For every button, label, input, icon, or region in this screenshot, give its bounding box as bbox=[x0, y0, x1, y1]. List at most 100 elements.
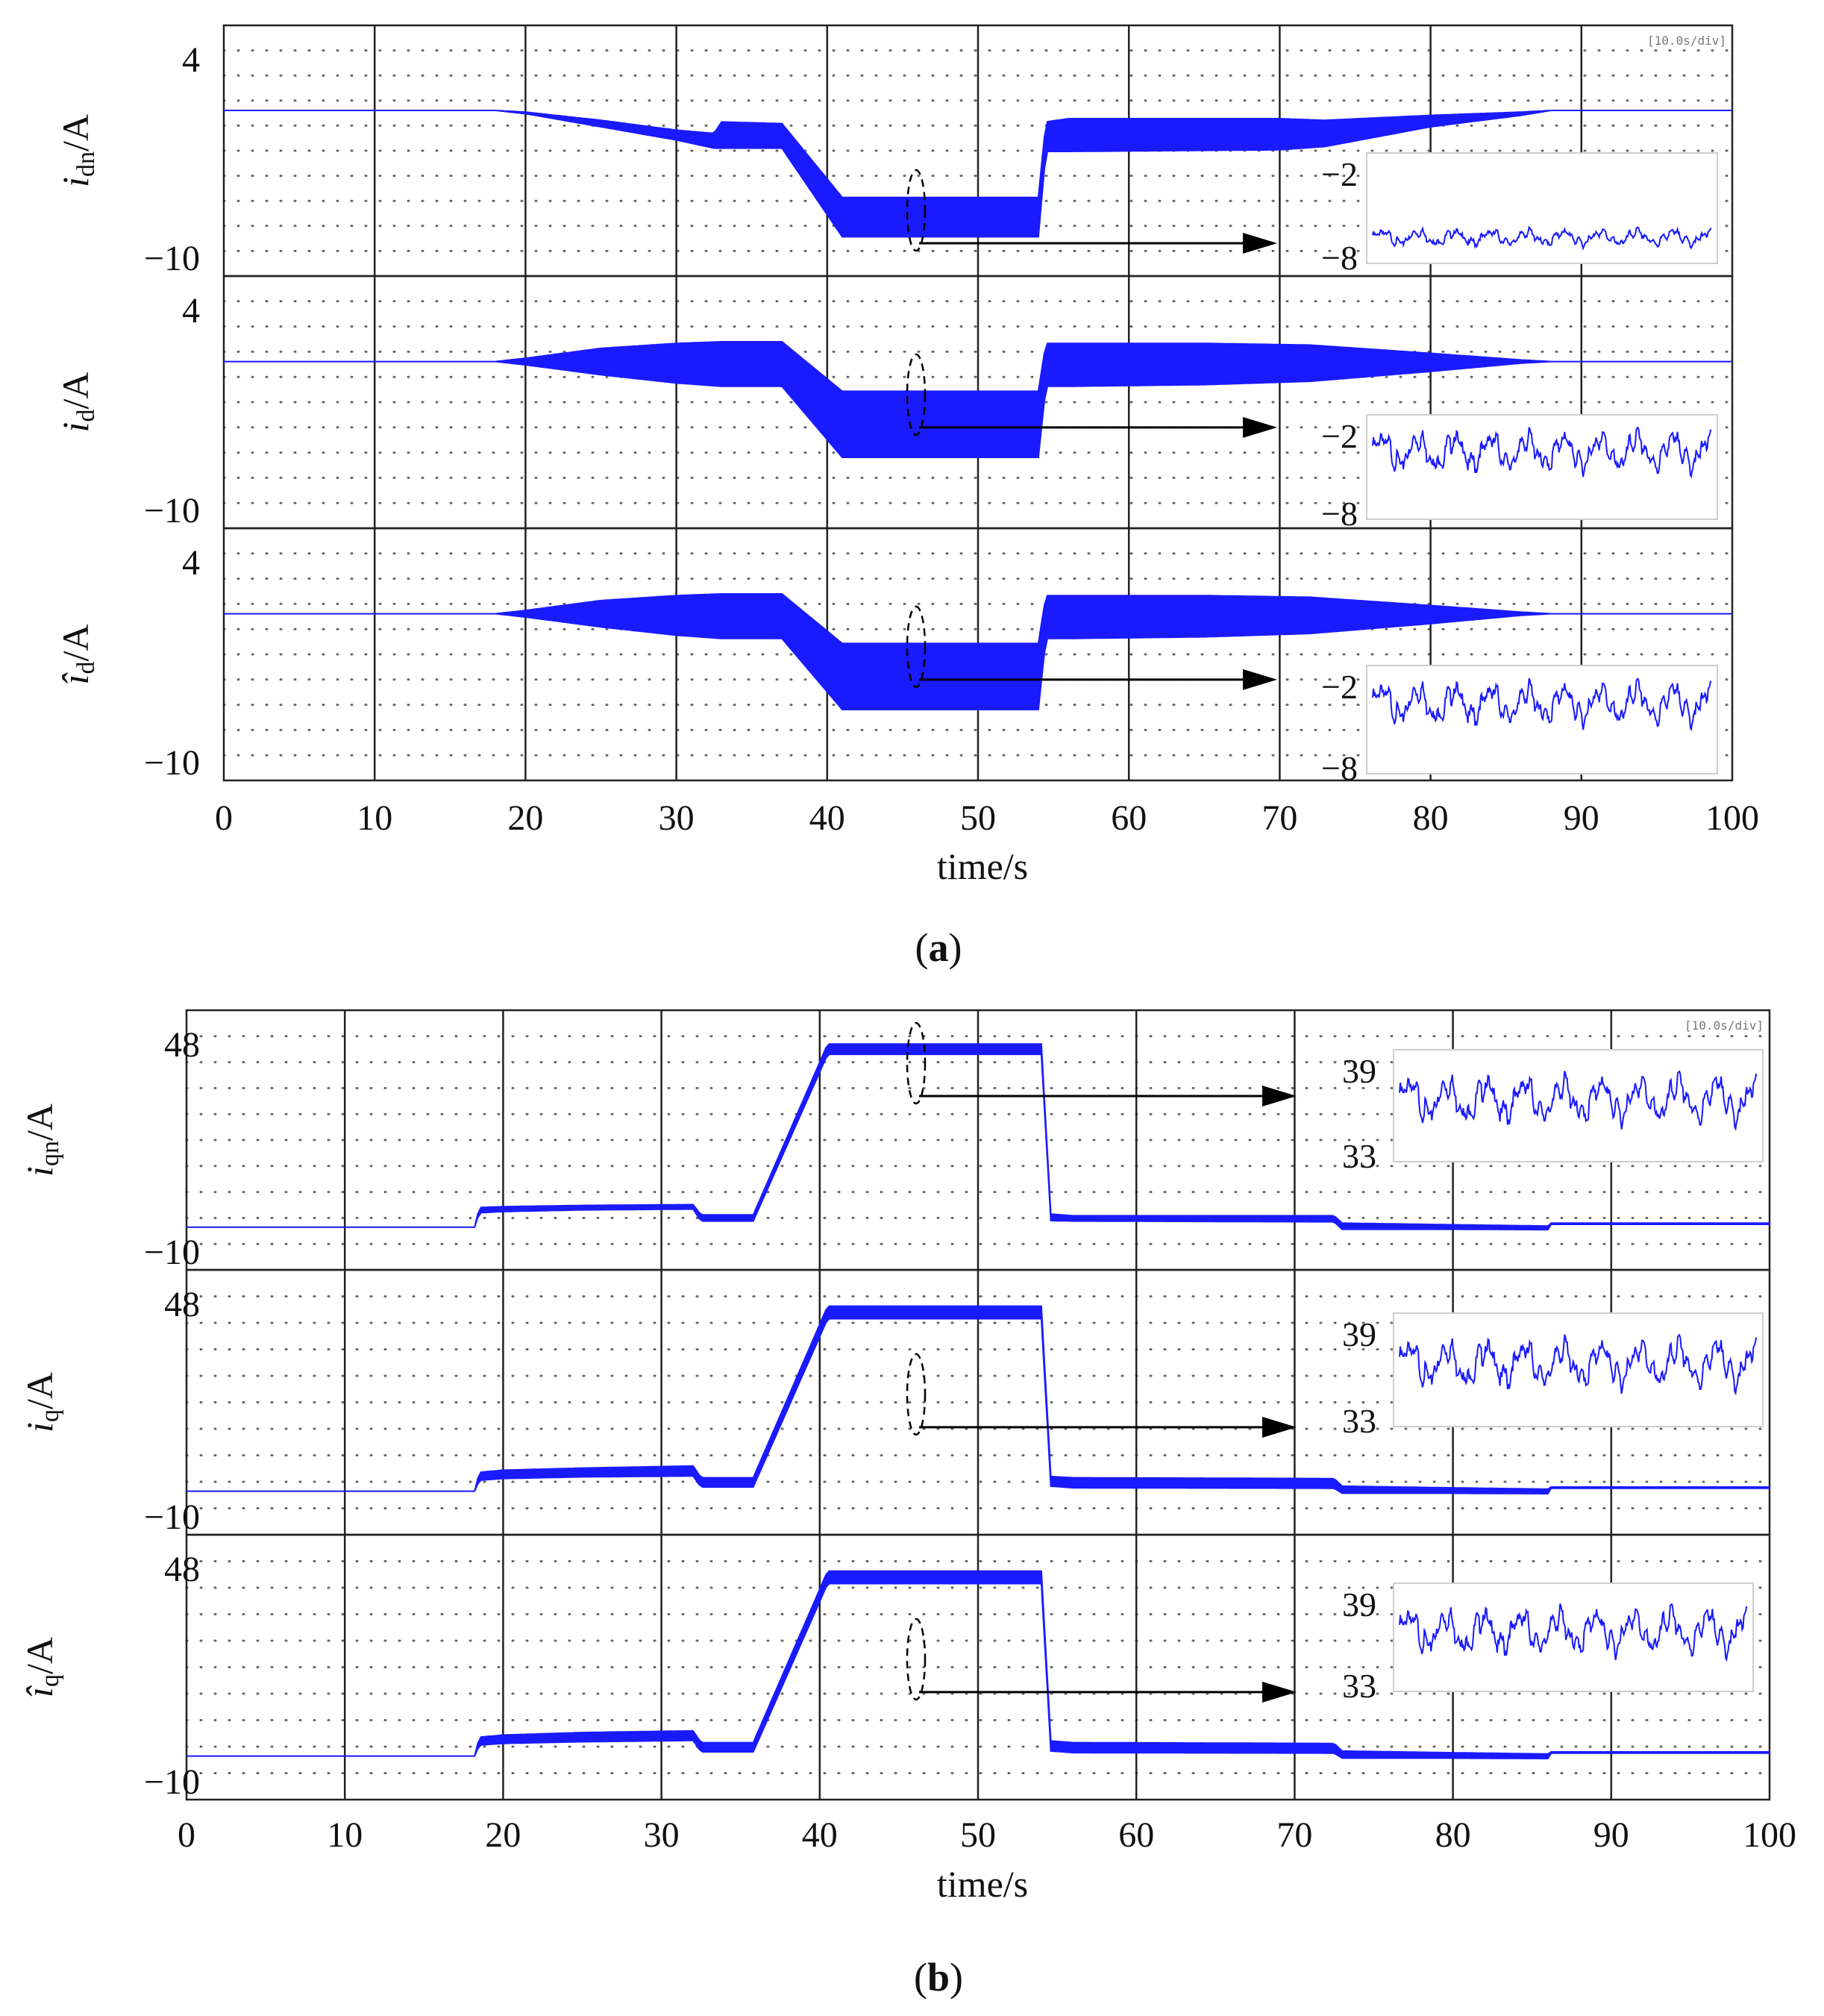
inset-tick-bottom: −8 bbox=[1321, 239, 1358, 277]
y-label-symbol: î bbox=[19, 1685, 60, 1697]
x-tick-label: 0 bbox=[215, 798, 233, 838]
inset-signal-line bbox=[1399, 1333, 1758, 1396]
inset-tick-top: −2 bbox=[1321, 668, 1358, 706]
panel-i_dn: 4 −10 idn/A −2 −8 bbox=[54, 24, 1734, 278]
y-label-unit: /A bbox=[54, 114, 96, 151]
inset-tick-bottom: 33 bbox=[1342, 1402, 1376, 1440]
y-tick-bottom: −10 bbox=[144, 1497, 200, 1537]
zoom-inset: 39 33 bbox=[1342, 1583, 1754, 1705]
zoom-arrowhead bbox=[1243, 416, 1277, 438]
zoom-marker-oval bbox=[906, 169, 927, 252]
y-label-subscript: q bbox=[37, 1674, 64, 1687]
caption-a: (a) bbox=[915, 925, 962, 970]
inset-frame bbox=[1366, 152, 1718, 264]
y-label-subscript: q bbox=[37, 1409, 64, 1422]
y-tick-bottom: −10 bbox=[144, 491, 200, 530]
y-label-subscript: d bbox=[72, 662, 100, 674]
caption-b: (b) bbox=[914, 1955, 963, 2000]
zoom-marker-oval bbox=[906, 353, 927, 436]
inset-signal-line bbox=[1372, 225, 1712, 251]
x-tick-label: 60 bbox=[1118, 1815, 1154, 1855]
y-axis-label: îq/A bbox=[19, 1637, 64, 1697]
y-axis-label: id/A bbox=[54, 372, 100, 433]
panel-i_q_hat: 48 −10 îq/A 39 33 bbox=[19, 1533, 1771, 1802]
x-tick-label: 20 bbox=[485, 1815, 521, 1855]
y-label-unit: /A bbox=[19, 1637, 60, 1674]
y-label-unit: /A bbox=[54, 372, 96, 410]
y-tick-bottom: −10 bbox=[144, 239, 200, 278]
y-label-unit: /A bbox=[54, 624, 96, 662]
y-axis-label: îd/A bbox=[54, 624, 100, 685]
inset-signal-line bbox=[1372, 677, 1712, 732]
y-label-subscript: d bbox=[72, 410, 100, 422]
x-tick-label: 100 bbox=[1743, 1815, 1796, 1855]
x-axis-label: time/s bbox=[937, 1863, 1028, 1905]
x-tick-label: 70 bbox=[1276, 1815, 1312, 1855]
zoom-arrowhead bbox=[1262, 1416, 1297, 1438]
panel-i_d: 4 −10 id/A −2 −8 bbox=[54, 275, 1734, 533]
x-tick-label: 60 bbox=[1111, 798, 1147, 838]
signal-envelope bbox=[224, 593, 1732, 710]
inset-frame bbox=[1366, 414, 1718, 520]
inset-frame bbox=[1393, 1312, 1764, 1427]
zoom-inset: −2 −8 bbox=[1321, 414, 1718, 533]
x-axis-label: time/s bbox=[937, 845, 1028, 887]
inset-signal-line bbox=[1399, 1070, 1758, 1131]
x-tick-label: 100 bbox=[1705, 798, 1759, 838]
zoom-inset: 39 33 bbox=[1342, 1312, 1764, 1440]
zoom-marker-oval bbox=[906, 1618, 927, 1701]
zoom-marker-oval bbox=[906, 1353, 927, 1436]
x-tick-label: 40 bbox=[802, 1815, 838, 1855]
inset-frame bbox=[1393, 1583, 1754, 1692]
panel-i_d_hat: 4 −10 îd/A −2 −8 bbox=[54, 527, 1734, 787]
x-tick-label: 30 bbox=[659, 798, 695, 838]
y-label-symbol: i bbox=[19, 1166, 60, 1177]
panel-i_qn: 48 −10 iqn/A 39 33 bbox=[19, 1009, 1771, 1272]
signal-envelope bbox=[187, 1570, 1770, 1759]
y-tick-top: 4 bbox=[182, 40, 200, 80]
signal-envelope bbox=[224, 341, 1732, 458]
inset-frame bbox=[1366, 665, 1718, 774]
scale-note: [10.0s/div] bbox=[1684, 1018, 1764, 1033]
y-tick-bottom: −10 bbox=[144, 743, 200, 783]
x-tick-label: 10 bbox=[357, 798, 392, 838]
y-label-symbol: î bbox=[54, 672, 96, 684]
y-label-subscript: qn bbox=[37, 1141, 64, 1166]
zoom-arrowhead bbox=[1262, 1086, 1297, 1106]
inset-tick-top: 39 bbox=[1342, 1315, 1376, 1353]
panel-i_q: 48 −10 iq/A 39 33 bbox=[19, 1268, 1771, 1537]
y-label-symbol: i bbox=[54, 177, 96, 187]
inset-tick-top: 39 bbox=[1342, 1052, 1376, 1090]
inset-tick-bottom: 33 bbox=[1342, 1667, 1376, 1705]
inset-tick-top: 39 bbox=[1342, 1585, 1376, 1624]
y-label-unit: /A bbox=[19, 1104, 60, 1141]
y-label-subscript: dn bbox=[72, 151, 100, 177]
x-tick-label: 50 bbox=[960, 798, 996, 838]
caption-a-letter: a bbox=[929, 925, 949, 970]
chart-a: 4−10idn/A−2−84−10id/A−2−84−10îd/A−2−8[10… bbox=[54, 24, 1759, 887]
signal-envelope bbox=[224, 110, 1732, 238]
y-label-symbol: i bbox=[19, 1422, 60, 1433]
inset-tick-bottom: −8 bbox=[1321, 749, 1358, 787]
signal-envelope bbox=[187, 1043, 1770, 1231]
zoom-inset: −2 −8 bbox=[1321, 665, 1718, 787]
x-tick-label: 80 bbox=[1435, 1815, 1471, 1855]
x-tick-label: 10 bbox=[327, 1815, 363, 1855]
y-tick-top: 48 bbox=[164, 1025, 200, 1065]
y-tick-bottom: −10 bbox=[144, 1233, 200, 1272]
inset-frame bbox=[1393, 1049, 1764, 1162]
panel-frame bbox=[185, 1533, 1771, 1801]
y-axis-label: iq/A bbox=[19, 1372, 64, 1433]
y-label-unit: /A bbox=[19, 1372, 60, 1409]
y-tick-top: 4 bbox=[182, 543, 200, 583]
inset-tick-bottom: 33 bbox=[1342, 1137, 1376, 1175]
y-label-symbol: i bbox=[54, 422, 96, 433]
x-tick-label: 50 bbox=[960, 1815, 996, 1855]
x-tick-label: 20 bbox=[507, 798, 543, 838]
chart-b: 48−10iqn/A393348−10iq/A393348−10îq/A3933… bbox=[19, 1009, 1796, 1905]
zoom-marker-oval bbox=[906, 1021, 927, 1105]
y-tick-top: 48 bbox=[164, 1550, 200, 1589]
panel-frame bbox=[222, 527, 1734, 782]
